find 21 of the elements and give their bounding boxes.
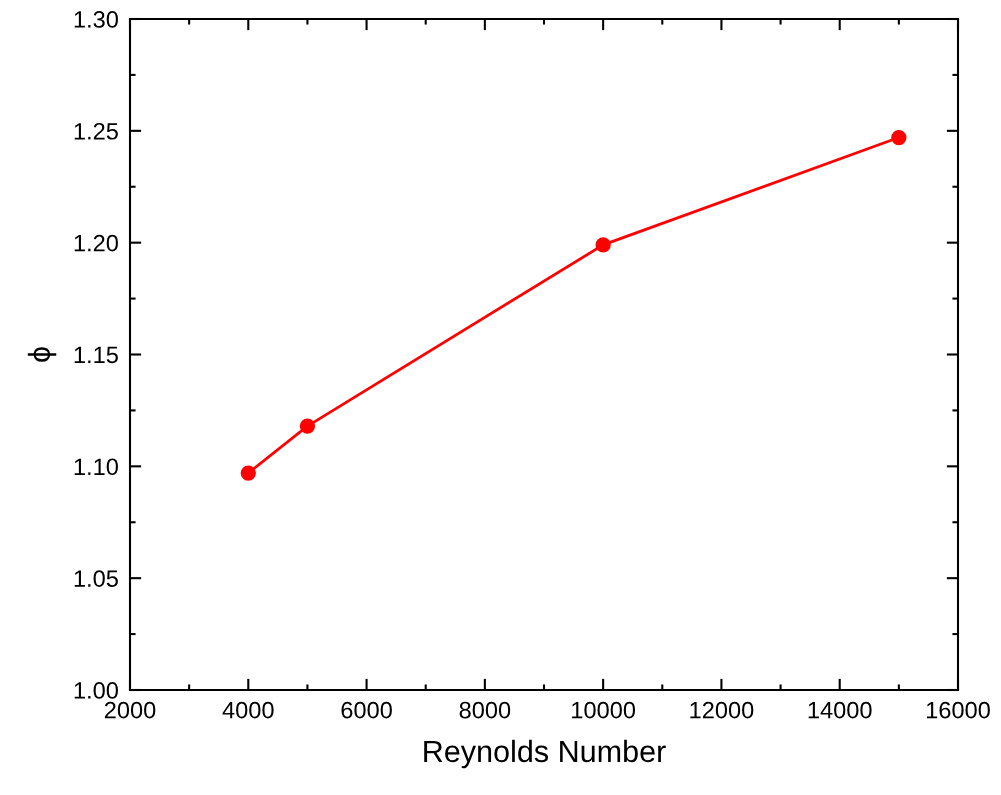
x-tick-label: 2000 (104, 701, 156, 719)
x-tick-label: 8000 (459, 701, 511, 719)
point (891, 129, 907, 146)
y-tick-label: 1.25 (74, 122, 118, 140)
y-tick-label: 1.00 (74, 682, 118, 699)
x-tick-label: 12000 (690, 701, 754, 719)
x-tick-label: 14000 (808, 701, 872, 719)
y-tick-label: 1.05 (74, 570, 118, 587)
y-tick-label: 1.10 (74, 458, 118, 476)
x-tick-label: 6000 (341, 701, 392, 719)
point (240, 465, 256, 481)
x-axis-title: Reynolds Number (424, 739, 666, 769)
x-tick-label: 16000 (926, 701, 990, 719)
point (595, 237, 611, 253)
y-tick-label: 1.15 (74, 346, 118, 364)
point (299, 418, 316, 434)
y-tick-label: 1.20 (74, 234, 118, 252)
x-tick-label: 4000 (222, 701, 274, 719)
y-tick-label: 1.30 (74, 11, 118, 28)
x-tick-label: 10000 (572, 701, 636, 719)
y-axis-title: ϕ (27, 347, 57, 362)
